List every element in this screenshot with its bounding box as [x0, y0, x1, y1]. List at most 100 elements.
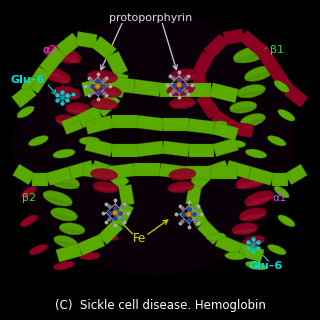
Polygon shape	[197, 220, 222, 244]
Polygon shape	[206, 160, 229, 179]
Ellipse shape	[206, 233, 226, 241]
Ellipse shape	[240, 114, 265, 126]
Polygon shape	[13, 164, 35, 185]
Ellipse shape	[240, 213, 266, 220]
Polygon shape	[159, 163, 186, 179]
Polygon shape	[133, 79, 161, 97]
Polygon shape	[69, 160, 94, 179]
Ellipse shape	[91, 169, 117, 180]
Polygon shape	[238, 244, 264, 262]
Polygon shape	[39, 47, 66, 75]
Ellipse shape	[55, 240, 76, 247]
Polygon shape	[137, 141, 164, 157]
Ellipse shape	[94, 187, 117, 191]
Ellipse shape	[54, 92, 80, 99]
Ellipse shape	[59, 223, 85, 235]
Polygon shape	[248, 167, 274, 185]
Polygon shape	[98, 220, 123, 244]
Ellipse shape	[94, 91, 120, 96]
Polygon shape	[83, 163, 109, 179]
Ellipse shape	[47, 72, 65, 79]
Ellipse shape	[54, 86, 81, 100]
Ellipse shape	[50, 49, 72, 60]
Ellipse shape	[239, 208, 266, 221]
Ellipse shape	[66, 109, 91, 114]
Text: Glu–6: Glu–6	[10, 75, 44, 85]
Polygon shape	[233, 122, 254, 138]
Polygon shape	[91, 160, 114, 179]
Polygon shape	[284, 84, 308, 108]
Polygon shape	[186, 202, 207, 227]
Ellipse shape	[29, 244, 48, 255]
Text: α1: α1	[273, 193, 287, 204]
Polygon shape	[112, 115, 138, 128]
Ellipse shape	[278, 215, 295, 227]
Ellipse shape	[274, 80, 289, 92]
Ellipse shape	[167, 83, 195, 96]
Ellipse shape	[168, 89, 193, 94]
Ellipse shape	[28, 136, 48, 146]
Ellipse shape	[43, 72, 69, 83]
Polygon shape	[193, 52, 214, 76]
Polygon shape	[285, 164, 307, 185]
Ellipse shape	[53, 261, 75, 270]
Polygon shape	[210, 83, 238, 103]
Ellipse shape	[79, 252, 100, 260]
Polygon shape	[204, 34, 228, 59]
Ellipse shape	[87, 70, 117, 83]
Text: β1: β1	[270, 44, 284, 55]
Ellipse shape	[45, 172, 79, 189]
Ellipse shape	[51, 213, 77, 220]
Polygon shape	[108, 72, 128, 98]
Ellipse shape	[225, 252, 245, 260]
Polygon shape	[56, 244, 82, 262]
Ellipse shape	[93, 85, 122, 98]
Ellipse shape	[169, 169, 196, 180]
Polygon shape	[160, 83, 186, 97]
Ellipse shape	[236, 179, 269, 188]
Polygon shape	[26, 67, 51, 93]
Polygon shape	[211, 166, 237, 179]
Polygon shape	[213, 138, 238, 156]
Ellipse shape	[92, 174, 116, 178]
Polygon shape	[76, 31, 97, 49]
Polygon shape	[12, 84, 36, 108]
Ellipse shape	[21, 77, 36, 90]
Ellipse shape	[230, 107, 256, 112]
Ellipse shape	[237, 84, 265, 98]
Ellipse shape	[244, 191, 274, 206]
Ellipse shape	[169, 187, 193, 191]
Circle shape	[176, 82, 182, 88]
Ellipse shape	[230, 101, 257, 113]
Ellipse shape	[245, 196, 273, 206]
Polygon shape	[56, 33, 81, 57]
Ellipse shape	[225, 140, 245, 148]
Polygon shape	[215, 234, 243, 255]
Ellipse shape	[89, 76, 116, 81]
Polygon shape	[137, 115, 164, 131]
Ellipse shape	[56, 120, 81, 128]
Ellipse shape	[234, 52, 268, 62]
Ellipse shape	[245, 71, 273, 81]
Polygon shape	[32, 173, 48, 186]
Ellipse shape	[91, 98, 117, 110]
Polygon shape	[94, 91, 120, 117]
Ellipse shape	[244, 66, 274, 81]
Ellipse shape	[232, 223, 258, 235]
Polygon shape	[239, 30, 267, 56]
Ellipse shape	[245, 149, 267, 158]
Text: protoporphyrin: protoporphyrin	[109, 12, 192, 23]
Polygon shape	[163, 141, 189, 157]
Ellipse shape	[21, 186, 36, 198]
Ellipse shape	[46, 179, 79, 188]
Polygon shape	[226, 160, 251, 179]
Ellipse shape	[245, 261, 267, 270]
Ellipse shape	[42, 67, 70, 84]
Polygon shape	[191, 168, 212, 190]
Polygon shape	[223, 29, 244, 45]
Polygon shape	[108, 163, 135, 179]
Ellipse shape	[44, 196, 71, 206]
Polygon shape	[192, 73, 208, 97]
Ellipse shape	[46, 68, 66, 79]
Ellipse shape	[278, 109, 295, 121]
